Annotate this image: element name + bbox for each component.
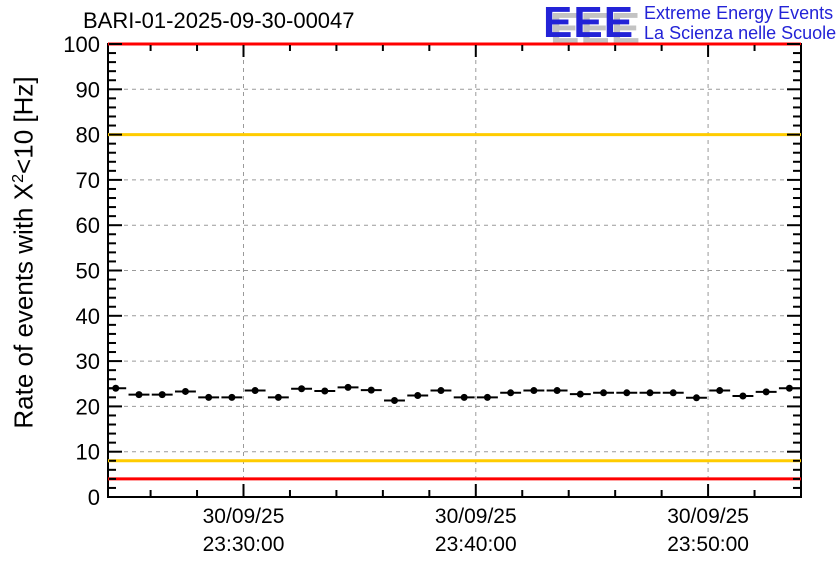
data-point: [414, 392, 422, 400]
data-point: [692, 394, 700, 402]
data-point: [437, 387, 445, 395]
data-point: [390, 397, 398, 405]
y-tick-label: 70: [76, 168, 100, 193]
data-point: [274, 393, 282, 401]
x-tick-label-date: 30/09/25: [667, 505, 749, 528]
data-point: [181, 387, 189, 395]
data-point: [507, 389, 515, 397]
y-tick-label: 20: [76, 394, 100, 419]
chart-title: BARI-01-2025-09-30-00047: [83, 8, 355, 33]
data-point: [298, 385, 306, 393]
data-point: [205, 393, 213, 401]
y-tick-label: 60: [76, 213, 100, 238]
data-point: [646, 389, 654, 397]
data-point: [321, 387, 329, 395]
data-point: [530, 387, 538, 395]
data-point: [483, 393, 491, 401]
x-tick-label-date: 30/09/25: [435, 505, 517, 528]
eee-logo-line2: La Scienza nelle Scuole: [644, 23, 836, 43]
data-point: [112, 384, 120, 392]
eee-logo: EEE Extreme Energy Events La Scienza nel…: [543, 0, 836, 47]
data-point: [251, 387, 259, 395]
y-tick-label: 90: [76, 77, 100, 102]
x-tick-label-time: 23:50:00: [667, 533, 749, 556]
eee-logo-line1: Extreme Energy Events: [644, 3, 834, 23]
y-tick-label: 50: [76, 259, 100, 284]
data-point: [344, 383, 352, 391]
data-point: [623, 389, 631, 397]
y-tick-label: 100: [63, 32, 100, 57]
data-point: [460, 393, 468, 401]
y-tick-label: 40: [76, 304, 100, 329]
data-point: [135, 391, 143, 399]
y-tick-label: 10: [76, 440, 100, 465]
data-point: [553, 387, 561, 395]
data-point: [716, 387, 724, 395]
y-tick-label: 0: [88, 485, 100, 510]
eee-logo-text: Extreme Energy Events La Scienza nelle S…: [644, 2, 836, 43]
data-point: [785, 384, 793, 392]
x-tick-label-date: 30/09/25: [203, 505, 285, 528]
data-point: [158, 391, 166, 399]
data-point: [739, 392, 747, 400]
data-point: [669, 389, 677, 397]
y-tick-label: 30: [76, 349, 100, 374]
data-point: [600, 389, 608, 397]
data-point: [367, 386, 375, 394]
y-tick-label: 80: [76, 123, 100, 148]
x-tick-label-time: 23:30:00: [203, 533, 285, 556]
x-tick-label-time: 23:40:00: [435, 533, 517, 556]
data-point: [762, 388, 770, 396]
data-point: [576, 390, 584, 398]
eee-logo-acronym: EEE: [543, 0, 635, 47]
data-point: [228, 393, 236, 401]
